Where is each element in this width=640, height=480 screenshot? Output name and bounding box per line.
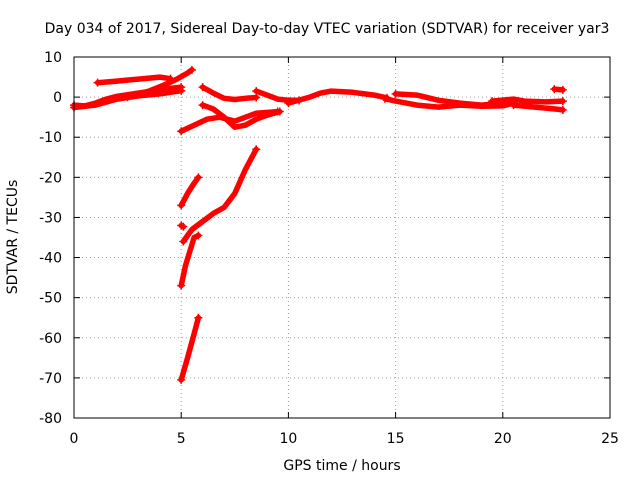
plus-marker <box>179 222 188 231</box>
x-axis-tick-labels: 0 5 10 15 20 25 <box>70 431 619 447</box>
plus-marker <box>252 145 261 154</box>
plus-marker <box>488 97 497 106</box>
series-track-19 <box>178 314 202 383</box>
plus-marker <box>558 105 567 114</box>
plus-marker <box>558 97 567 106</box>
series-track-6 <box>199 102 283 130</box>
plus-marker <box>177 201 186 210</box>
axis-ticks <box>73 56 611 419</box>
plus-marker <box>198 101 207 110</box>
series-track-4 <box>124 67 195 100</box>
y-tick-label: -80 <box>39 411 62 427</box>
series-track-7 <box>199 84 259 103</box>
y-tick-label: 10 <box>44 50 62 66</box>
chart-title: Day 034 of 2017, Sidereal Day-to-day VTE… <box>45 21 610 37</box>
series-track-11 <box>392 91 506 108</box>
y-axis-tick-labels: -80 -70 -60 -50 -40 -30 -20 -10 0 10 <box>39 50 62 427</box>
x-tick-label: 15 <box>387 431 405 447</box>
x-tick-label: 25 <box>601 431 619 447</box>
y-tick-label: -10 <box>39 130 62 146</box>
plus-marker <box>177 375 186 384</box>
plus-marker <box>177 86 186 95</box>
x-tick-label: 5 <box>177 431 186 447</box>
plus-marker <box>194 313 203 322</box>
grid <box>74 57 610 418</box>
plus-marker <box>275 107 284 116</box>
y-tick-label: 0 <box>53 90 62 106</box>
plus-marker <box>123 93 132 102</box>
plus-marker <box>509 101 518 110</box>
plus-marker <box>284 99 293 108</box>
series-track-9 <box>285 88 390 106</box>
series-track-18 <box>180 146 259 245</box>
x-tick-label: 10 <box>279 431 297 447</box>
x-tick-label: 20 <box>494 431 512 447</box>
series-track-13 <box>510 102 566 113</box>
y-tick-label: -40 <box>39 251 62 267</box>
data-series <box>70 65 567 384</box>
plus-marker <box>558 85 567 94</box>
plus-marker <box>550 85 559 94</box>
y-tick-label: -60 <box>39 331 62 347</box>
plus-marker <box>194 173 203 182</box>
plus-marker <box>252 87 261 96</box>
x-tick-label: 0 <box>70 431 79 447</box>
plus-marker <box>194 231 203 240</box>
plus-marker <box>380 94 389 103</box>
series-track-16 <box>178 232 202 289</box>
plus-marker <box>391 89 400 98</box>
series-track-12 <box>489 96 566 105</box>
y-tick-label: -50 <box>39 291 62 307</box>
plus-marker <box>198 83 207 92</box>
plus-marker <box>177 127 186 136</box>
y-axis-label: SDTVAR / TECUs <box>5 180 21 295</box>
y-tick-label: -70 <box>39 371 62 387</box>
x-axis-label: GPS time / hours <box>283 458 400 474</box>
plus-marker <box>187 65 196 74</box>
plot-frame <box>73 56 611 419</box>
plus-marker <box>179 237 188 246</box>
series-track-15 <box>178 174 202 209</box>
series-track-8 <box>253 88 302 104</box>
plus-marker <box>93 78 102 87</box>
plus-marker <box>177 281 186 290</box>
y-tick-label: -30 <box>39 210 62 226</box>
series-track-3 <box>94 74 174 86</box>
y-tick-label: -20 <box>39 170 62 186</box>
